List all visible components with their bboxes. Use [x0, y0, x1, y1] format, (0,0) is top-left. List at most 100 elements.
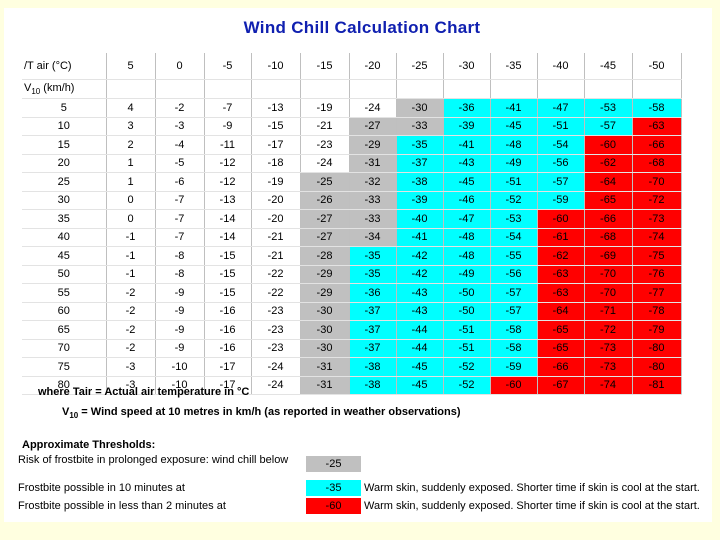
wind-chill-cell: -24 [300, 154, 350, 173]
temp-header: -35 [490, 53, 538, 80]
thresholds-title: Approximate Thresholds: [22, 439, 156, 451]
wind-chill-cell: -57 [537, 172, 585, 192]
wind-chill-cell: -20 [251, 191, 301, 210]
wind-chill-cell: -59 [490, 357, 538, 377]
wind-chill-cell: -2 [106, 320, 156, 340]
table-row: 70 -2 -9 -16 -23 -30 -37 -44 -51 -58 -65 -73 -80 [22, 339, 682, 358]
threshold-value-red: -60 [306, 498, 361, 514]
wind-speed-cell: 60 [22, 302, 107, 321]
temp-header: 0 [155, 53, 205, 80]
wind-chill-cell: -75 [632, 246, 682, 266]
wind-chill-cell: -29 [349, 135, 397, 155]
v10-note: V10 = Wind speed at 10 metres in km/h (a… [62, 406, 461, 421]
wind-chill-cell: 4 [106, 98, 156, 118]
wind-chill-cell: -66 [537, 357, 585, 377]
empty-cell [537, 79, 585, 99]
wind-speed-cell: 80 [22, 376, 107, 395]
wind-chill-cell: -29 [300, 283, 350, 303]
wind-chill-cell: -16 [204, 302, 252, 321]
wind-chill-cell: -51 [490, 172, 538, 192]
wind-chill-cell: -71 [584, 302, 633, 321]
wind-chill-cell: -36 [443, 98, 491, 118]
empty-cell [443, 79, 491, 99]
threshold-desc: Warm skin, suddenly exposed. Shorter tim… [364, 500, 700, 512]
wind-chill-cell: -32 [349, 172, 397, 192]
empty-cell [106, 79, 156, 99]
wind-speed-cell: 35 [22, 209, 107, 229]
wind-chill-cell: -70 [584, 265, 633, 284]
wind-chill-cell: -57 [584, 117, 633, 136]
wind-chill-cell: -70 [632, 172, 682, 192]
threshold-desc: Warm skin, suddenly exposed. Shorter tim… [364, 482, 700, 494]
wind-chill-cell: -3 [106, 357, 156, 377]
wind-chill-cell: -70 [584, 283, 633, 303]
wind-chill-cell: -38 [349, 376, 397, 395]
wind-chill-cell: -64 [584, 172, 633, 192]
wind-chill-cell: -58 [632, 98, 682, 118]
wind-chill-cell: -9 [155, 339, 205, 358]
empty-cell [632, 79, 682, 99]
header-corner-speed: V10 (km/h) [22, 79, 107, 99]
wind-chill-cell: -9 [155, 302, 205, 321]
wind-chill-table: /T air (°C) 5 0 -5 -10 -15 -20 -25 -30 -35 -40 -45-… [22, 53, 682, 395]
wind-chill-cell: -10 [155, 376, 205, 395]
threshold-value-cyan: -35 [306, 480, 361, 496]
wind-chill-cell: -9 [155, 283, 205, 303]
table-row: 40 -1 -7 -14 -21 -27 -34 -41 -48 -54 -61 -68 -74 [22, 228, 682, 247]
temp-header: -10 [251, 53, 301, 80]
wind-chill-cell: -21 [300, 117, 350, 136]
wind-chill-cell: -7 [204, 98, 252, 118]
table-row: 25 1 -6 -12 -19 -25 -32 -38 -45 -51 -57 -64 -70 [22, 172, 682, 192]
wind-chill-cell: -25 [300, 172, 350, 192]
wind-chill-cell: -3 [106, 376, 156, 395]
wind-chill-cell: -58 [490, 339, 538, 358]
wind-chill-cell: -40 [396, 209, 444, 229]
wind-chill-cell: -39 [396, 191, 444, 210]
wind-chill-cell: -65 [537, 339, 585, 358]
wind-chill-cell: -24 [251, 357, 301, 377]
table-row: 80 -3 -10 -17 -24 -31 -38 -45 -52 -60 -67 -74 -81 [22, 376, 682, 395]
wind-chill-cell: -48 [490, 135, 538, 155]
wind-chill-cell: -23 [251, 320, 301, 340]
header-row: /T air (°C) 5 0 -5 -10 -15 -20 -25 -30 -35 -40 -45-… [22, 53, 682, 80]
wind-chill-cell: -8 [155, 246, 205, 266]
wind-chill-cell: -2 [106, 283, 156, 303]
table-row: 60 -2 -9 -16 -23 -30 -37 -43 -50 -57 -64 -71 -78 [22, 302, 682, 321]
wind-chill-cell: -15 [204, 265, 252, 284]
wind-chill-cell: -1 [106, 265, 156, 284]
wind-speed-cell: 75 [22, 357, 107, 377]
wind-chill-cell: -27 [300, 209, 350, 229]
wind-speed-cell: 15 [22, 135, 107, 155]
wind-chill-cell: -13 [251, 98, 301, 118]
table-row: 10 3 -3 -9 -15 -21 -27 -33 -39 -45 -51 -57 -63 [22, 117, 682, 136]
wind-chill-cell: -30 [300, 320, 350, 340]
wind-chill-cell: -2 [106, 339, 156, 358]
wind-chill-cell: -63 [537, 265, 585, 284]
wind-chill-cell: -74 [632, 228, 682, 247]
wind-chill-cell: -39 [443, 117, 491, 136]
wind-chill-cell: -23 [300, 135, 350, 155]
wind-chill-cell: -42 [396, 265, 444, 284]
wind-chill-cell: -44 [396, 339, 444, 358]
wind-chill-cell: -15 [204, 283, 252, 303]
wind-chill-cell: -37 [396, 154, 444, 173]
threshold-label: Frostbite possible in less than 2 minute… [18, 500, 226, 512]
wind-chill-cell: 1 [106, 172, 156, 192]
wind-chill-cell: -65 [537, 320, 585, 340]
wind-chill-cell: -30 [396, 98, 444, 118]
table-row: 20 1 -5 -12 -18 -24 -31 -37 -43 -49 -56 -62 -68 [22, 154, 682, 173]
wind-chill-cell: -63 [537, 283, 585, 303]
wind-chill-cell: -53 [584, 98, 633, 118]
wind-chill-cell: -47 [537, 98, 585, 118]
wind-chill-cell: -43 [443, 154, 491, 173]
tair-note: where Tair = Actual air temperature in °… [38, 386, 250, 398]
temp-header: -40 [537, 53, 585, 80]
wind-chill-cell: -80 [632, 339, 682, 358]
wind-chill-cell: -43 [396, 283, 444, 303]
wind-chill-cell: -17 [204, 376, 252, 395]
wind-chill-cell: 0 [106, 209, 156, 229]
wind-chill-cell: -15 [251, 117, 301, 136]
wind-chill-cell: -45 [490, 117, 538, 136]
wind-chill-cell: -33 [396, 117, 444, 136]
empty-cell [396, 79, 444, 99]
